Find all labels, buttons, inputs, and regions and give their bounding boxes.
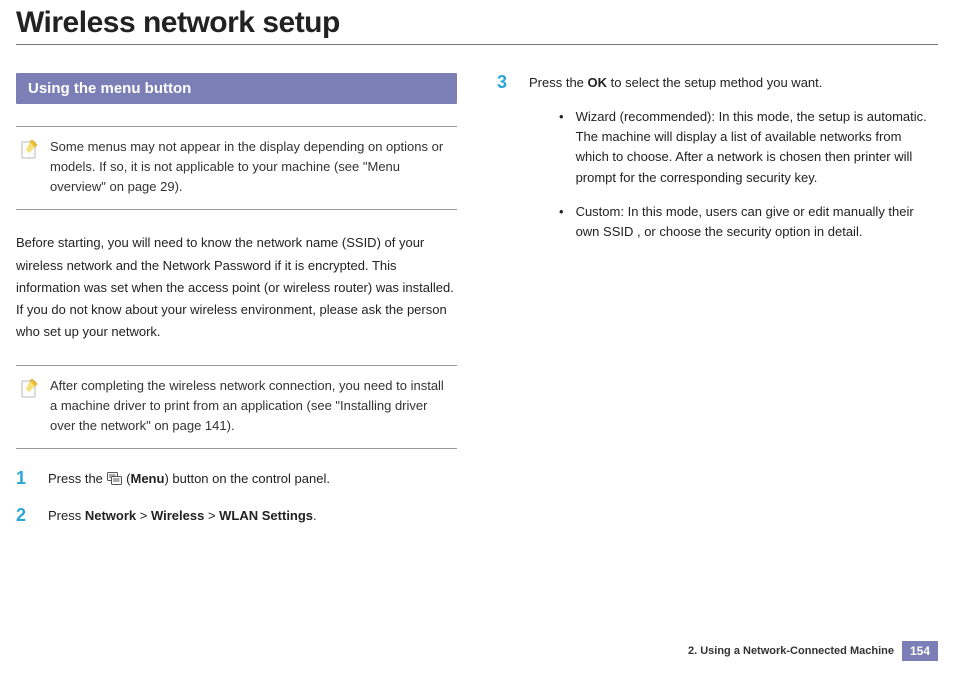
step1-post: ) button on the control panel. — [164, 471, 330, 486]
t: Wizard — [576, 109, 616, 124]
note-text-2: After completing the wireless network co… — [50, 376, 453, 436]
t: Press the — [529, 75, 588, 90]
t: (recommended) — [616, 109, 711, 124]
content-columns: Using the menu button Some menus may not… — [0, 45, 954, 541]
t: OK — [588, 75, 608, 90]
note-box-1: Some menus may not appear in the display… — [16, 126, 457, 210]
bullet-dot: • — [559, 107, 564, 188]
bullet-dot: • — [559, 202, 564, 242]
t: to select the setup method you want. — [607, 75, 822, 90]
t: WLAN Settings — [219, 508, 313, 523]
step-number: 3 — [497, 73, 515, 91]
steps-left: 1 Press the (Menu) button on th — [16, 469, 457, 526]
step-3-text: Press the OK to select the setup method … — [529, 73, 938, 93]
note-icon — [20, 137, 42, 197]
t: Custom: — [576, 204, 624, 219]
t: In this mode, users can give or edit man… — [576, 204, 914, 239]
page-footer: 2. Using a Network-Connected Machine 154 — [688, 641, 938, 661]
bullet-body: Wizard (recommended): In this mode, the … — [576, 107, 938, 188]
left-column: Using the menu button Some menus may not… — [16, 73, 457, 541]
bullet-wizard: • Wizard (recommended): In this mode, th… — [559, 107, 938, 188]
t: > — [204, 508, 219, 523]
step-3-body: Press the OK to select the setup method … — [529, 73, 938, 256]
t: Network — [85, 508, 136, 523]
note-box-2: After completing the wireless network co… — [16, 365, 457, 449]
intro-paragraph: Before starting, you will need to know t… — [16, 232, 457, 342]
right-column: 3 Press the OK to select the setup metho… — [497, 73, 938, 541]
note-icon — [20, 376, 42, 436]
step-2: 2 Press Network > Wireless > WLAN Settin… — [16, 506, 457, 526]
section-header: Using the menu button — [16, 73, 457, 104]
t: > — [136, 508, 151, 523]
step-3: 3 Press the OK to select the setup metho… — [497, 73, 938, 256]
page-number-badge: 154 — [902, 641, 938, 661]
step-1-text: Press the (Menu) button on the control p… — [48, 469, 330, 492]
step-number: 1 — [16, 469, 34, 487]
note-text-1: Some menus may not appear in the display… — [50, 137, 453, 197]
t: Press — [48, 508, 85, 523]
menu-icon — [107, 472, 123, 492]
t: . — [313, 508, 317, 523]
footer-chapter: 2. Using a Network-Connected Machine — [688, 645, 894, 657]
step-number: 2 — [16, 506, 34, 524]
t: Wireless — [151, 508, 204, 523]
bullet-list: • Wizard (recommended): In this mode, th… — [529, 107, 938, 242]
bullet-body: Custom: In this mode, users can give or … — [576, 202, 938, 242]
bullet-custom: • Custom: In this mode, users can give o… — [559, 202, 938, 242]
step-2-text: Press Network > Wireless > WLAN Settings… — [48, 506, 317, 526]
step-1: 1 Press the (Menu) button on th — [16, 469, 457, 492]
page-title: Wireless network setup — [0, 0, 954, 44]
step1-pre: Press the — [48, 471, 107, 486]
step1-menu: Menu — [131, 471, 165, 486]
